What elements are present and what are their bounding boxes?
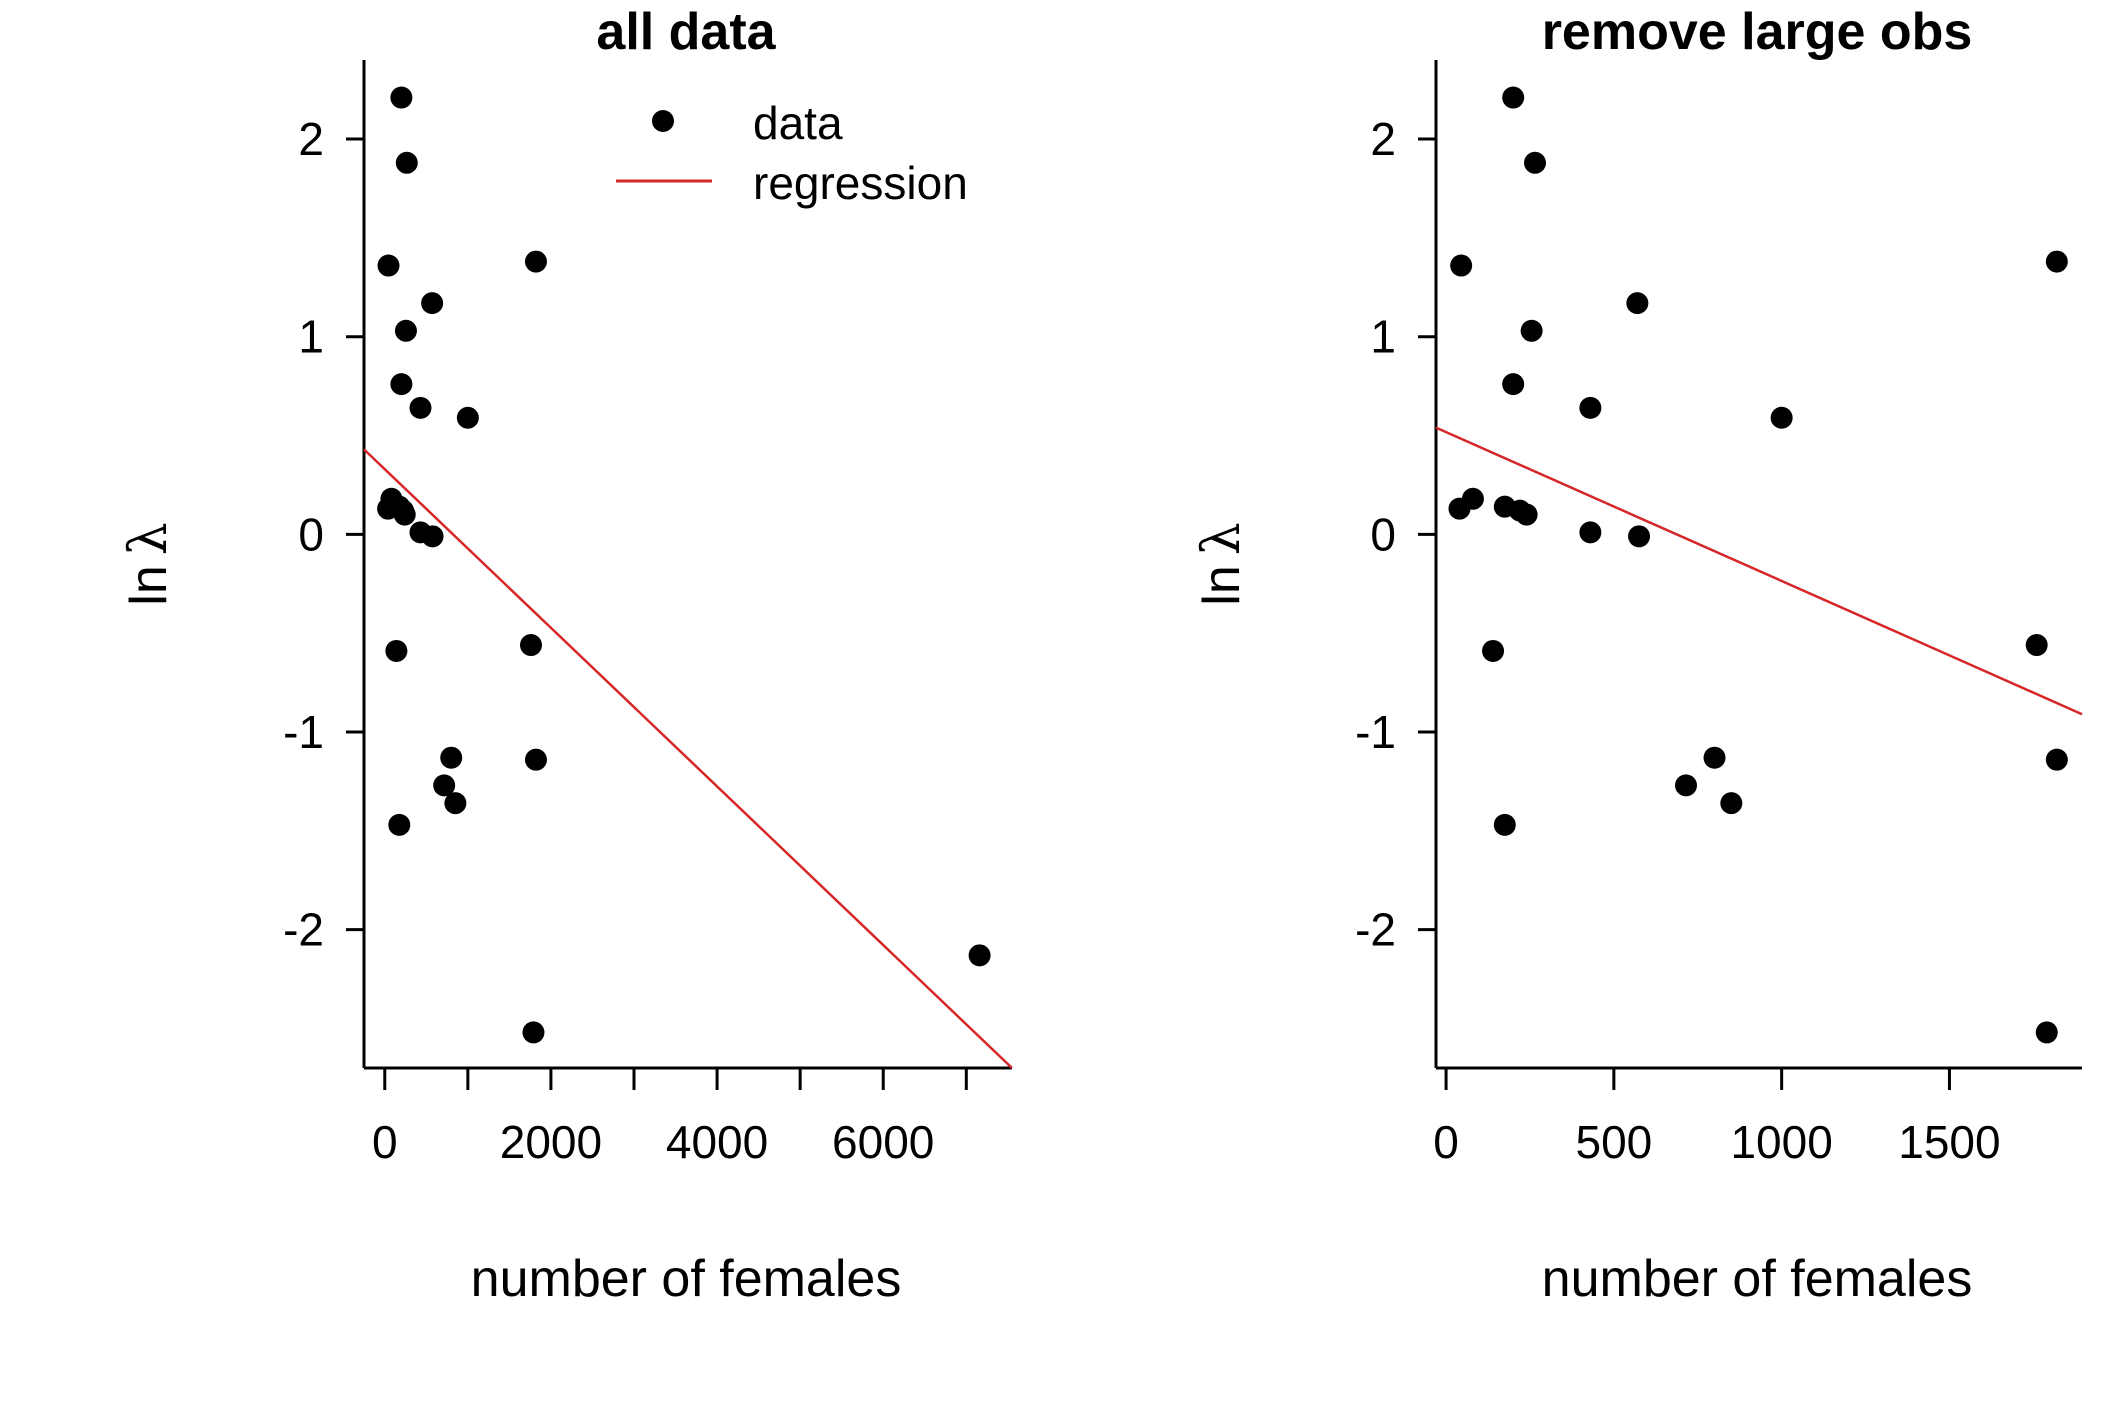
- data-point: [1450, 254, 1473, 277]
- regression-line: [363, 448, 1013, 1069]
- points-layer: [1448, 86, 2068, 1044]
- x-axis-label: number of females: [1542, 1250, 1973, 1308]
- y-tick-label: 0: [298, 508, 324, 560]
- data-point: [377, 254, 400, 277]
- data-point: [2045, 250, 2068, 273]
- data-point: [1482, 639, 1505, 662]
- data-point: [1675, 774, 1698, 797]
- x-tick-label: 6000: [832, 1116, 934, 1168]
- y-axis-label: ln λ: [119, 522, 179, 605]
- x-tick-label: 500: [1575, 1116, 1652, 1168]
- x-tick-label: 1500: [1898, 1116, 2000, 1168]
- y-axis-label-prefix: ln: [120, 565, 178, 605]
- regression-line: [1435, 426, 2083, 716]
- data-point: [390, 86, 413, 109]
- legend-point-symbol: [652, 110, 674, 132]
- data-point: [456, 406, 479, 429]
- x-tick-label: 0: [372, 1116, 398, 1168]
- data-point: [409, 396, 432, 419]
- x-ticks: 0 500 1000 1500: [1433, 1068, 2001, 1168]
- data-point: [1770, 406, 1793, 429]
- x-tick-label: 4000: [666, 1116, 768, 1168]
- data-point: [394, 319, 417, 342]
- y-tick-label: -1: [283, 706, 324, 758]
- y-tick-label: 1: [298, 311, 324, 363]
- x-ticks: 0 2000 4000 6000: [372, 1068, 968, 1168]
- y-tick-label: -2: [283, 904, 324, 956]
- legend: data regression: [616, 97, 968, 209]
- data-point: [1493, 813, 1516, 836]
- data-point: [1515, 503, 1538, 526]
- y-tick-label: -2: [1355, 904, 1396, 956]
- y-axis-label-prefix: ln: [1193, 565, 1251, 605]
- data-point: [522, 1021, 545, 1044]
- y-tick-label: 2: [298, 113, 324, 165]
- data-point: [1523, 151, 1546, 174]
- regression-layer: [1435, 426, 2083, 716]
- data-point: [395, 151, 418, 174]
- data-point: [2035, 1021, 2058, 1044]
- data-point: [433, 774, 456, 797]
- data-point: [1720, 792, 1743, 815]
- x-tick-label: 0: [1433, 1116, 1459, 1168]
- y-axis-label-symbol: λ: [1192, 522, 1252, 555]
- data-point: [444, 792, 467, 815]
- data-point: [1502, 86, 1525, 109]
- legend-label-data: data: [753, 97, 843, 149]
- data-point: [390, 373, 413, 396]
- y-axis-label: ln λ: [1192, 522, 1252, 605]
- y-ticks: -2 -1 0 1 2: [1355, 113, 1436, 956]
- data-point: [1703, 746, 1726, 769]
- data-point: [421, 292, 444, 315]
- y-tick-label: 1: [1370, 311, 1396, 363]
- x-axis-label: number of females: [471, 1250, 902, 1308]
- data-point: [385, 639, 408, 662]
- data-point: [1628, 525, 1651, 548]
- data-point: [2045, 748, 2068, 771]
- regression-layer: [363, 448, 1013, 1069]
- panel-remove-large-obs: remove large obs -2 -1 0 1 2 0 500 1000 1500 nu…: [1192, 3, 2083, 1308]
- data-point: [393, 503, 416, 526]
- data-point: [388, 813, 411, 836]
- y-tick-label: 0: [1370, 508, 1396, 560]
- x-tick-label: 2000: [500, 1116, 602, 1168]
- points-layer: [377, 86, 991, 1044]
- data-point: [519, 634, 542, 657]
- x-tick-label: 1000: [1730, 1116, 1832, 1168]
- chart-title: remove large obs: [1542, 3, 1973, 61]
- chart-title: all data: [596, 3, 776, 61]
- y-axis-label-symbol: λ: [119, 522, 179, 555]
- data-point: [968, 944, 991, 967]
- y-tick-label: -1: [1355, 706, 1396, 758]
- data-point: [524, 748, 547, 771]
- legend-label-regression: regression: [753, 157, 968, 209]
- data-point: [524, 250, 547, 273]
- data-point: [421, 525, 444, 548]
- data-point: [1579, 521, 1602, 544]
- panel-all-data: all data -2 -1 0 1 2 0 2000 4000 6000 number of…: [119, 3, 1013, 1308]
- data-point: [440, 746, 463, 769]
- y-ticks: -2 -1 0 1 2: [283, 113, 364, 956]
- data-point: [1448, 497, 1471, 520]
- data-point: [2025, 634, 2048, 657]
- y-tick-label: 2: [1370, 113, 1396, 165]
- data-point: [1520, 319, 1543, 342]
- data-point: [1626, 292, 1649, 315]
- data-point: [1579, 396, 1602, 419]
- data-point: [1502, 373, 1525, 396]
